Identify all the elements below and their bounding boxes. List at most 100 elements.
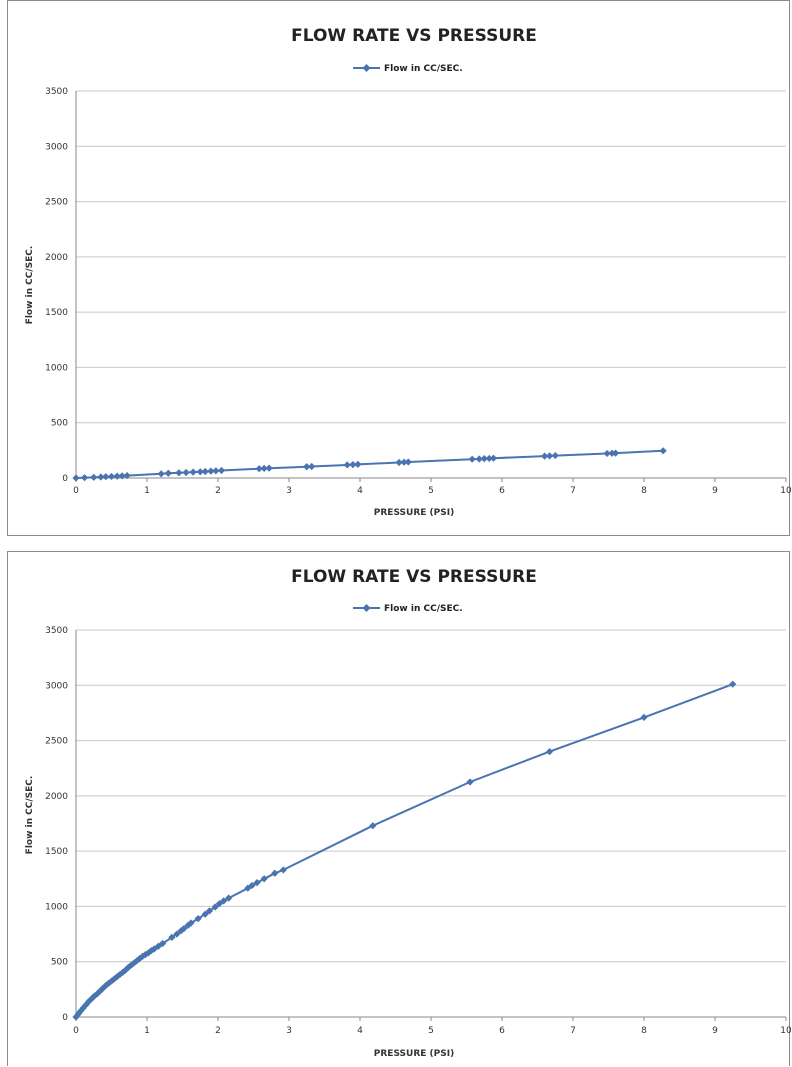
x-tick-label: 1 xyxy=(144,1026,150,1036)
data-point xyxy=(159,939,167,948)
legend-label: Flow in CC/SEC. xyxy=(384,604,463,614)
data-point xyxy=(608,449,616,457)
data-point xyxy=(180,924,188,933)
x-tick-label: 5 xyxy=(428,1026,434,1036)
data-point xyxy=(201,910,209,918)
data-point xyxy=(90,473,98,481)
y-tick-label: 1500 xyxy=(45,308,68,318)
x-axis-title: PRESSURE (PSI) xyxy=(374,508,454,518)
data-point xyxy=(93,990,101,998)
gridlines xyxy=(76,629,786,963)
data-point xyxy=(260,875,268,883)
series-line xyxy=(75,683,734,1018)
data-point xyxy=(217,466,226,475)
data-point xyxy=(122,966,130,974)
data-point xyxy=(395,458,403,467)
data-point xyxy=(265,464,273,472)
chart-title: FLOW RATE VS PRESSURE xyxy=(291,26,537,46)
data-point xyxy=(212,467,220,475)
data-point xyxy=(271,869,279,877)
x-tick-label: 6 xyxy=(499,1026,505,1036)
gridlines xyxy=(76,90,786,424)
data-point xyxy=(88,995,96,1003)
y-axis-title: Flow in CC/SEC. xyxy=(25,776,35,855)
y-tick-label: 1500 xyxy=(45,847,68,857)
y-tick-label: 3000 xyxy=(45,142,68,152)
data-point xyxy=(141,950,150,959)
data-point xyxy=(489,454,498,462)
data-point xyxy=(107,472,116,481)
data-point xyxy=(102,981,110,990)
data-point xyxy=(123,471,131,480)
data-point xyxy=(485,454,493,463)
data-point xyxy=(175,469,183,477)
data-point xyxy=(102,473,110,481)
data-point xyxy=(136,954,144,962)
legend-label: Flow in CC/SEC. xyxy=(384,64,463,74)
data-point xyxy=(90,992,99,1000)
data-point xyxy=(468,455,476,463)
data-point xyxy=(466,778,474,786)
data-point xyxy=(205,907,214,915)
data-point xyxy=(475,455,483,463)
data-point xyxy=(248,881,256,890)
data-point xyxy=(168,933,176,941)
data-point xyxy=(97,473,105,481)
data-point xyxy=(603,449,611,458)
y-tick-label: 3500 xyxy=(45,87,68,97)
y-tick-label: 500 xyxy=(51,958,68,968)
data-point xyxy=(107,977,116,985)
y-tick-label: 1000 xyxy=(45,902,68,912)
data-point xyxy=(545,748,554,756)
x-tick-label: 1 xyxy=(144,486,150,496)
data-point xyxy=(189,468,197,476)
data-point xyxy=(354,460,362,468)
data-point xyxy=(279,866,287,874)
axes: 0 500 1000 1500 2000 2500 3000 3500 0 1 2 3 4 5 6 7 8 9 10 xyxy=(45,87,791,496)
x-tick-label: 10 xyxy=(780,1026,791,1036)
flow-rate-chart-top: FLOW RATE VS PRESSURE Flow in CC/SEC. PR… xyxy=(25,26,791,518)
x-tick-label: 2 xyxy=(215,486,221,496)
data-point xyxy=(72,474,80,482)
y-tick-label: 0 xyxy=(62,474,68,484)
data-point xyxy=(187,919,195,927)
x-tick-label: 9 xyxy=(712,1026,718,1036)
data-point xyxy=(211,903,219,911)
data-point xyxy=(545,452,554,460)
chart-title: FLOW RATE VS PRESSURE xyxy=(291,567,537,587)
x-tick-label: 8 xyxy=(641,1026,647,1036)
data-point xyxy=(80,474,89,482)
legend-marker xyxy=(362,64,371,72)
data-point xyxy=(343,461,351,469)
data-point xyxy=(308,462,316,471)
data-point xyxy=(127,961,135,969)
y-tick-label: 3500 xyxy=(45,626,68,636)
data-point xyxy=(116,970,124,979)
series-flow xyxy=(72,680,737,1021)
data-point xyxy=(113,472,121,480)
data-point xyxy=(541,452,549,460)
data-point xyxy=(99,984,107,992)
data-point xyxy=(220,897,228,905)
data-point xyxy=(404,458,412,466)
data-point xyxy=(130,959,138,967)
y-tick-label: 2500 xyxy=(45,198,68,208)
x-tick-label: 4 xyxy=(357,486,363,496)
legend-marker xyxy=(362,604,371,612)
x-tick-label: 4 xyxy=(357,1026,363,1036)
data-point xyxy=(225,894,233,902)
data-point xyxy=(173,930,181,938)
data-point xyxy=(133,957,141,965)
axes: 0 500 1000 1500 2000 2500 3000 3500 0 1 2 3 4 5 6 7 8 9 10 xyxy=(45,626,791,1036)
data-point xyxy=(164,469,172,477)
x-tick-label: 2 xyxy=(215,1026,221,1036)
y-tick-label: 0 xyxy=(62,1013,68,1023)
x-tick-label: 9 xyxy=(712,486,718,496)
x-tick-label: 0 xyxy=(73,1026,79,1036)
data-point xyxy=(480,455,488,463)
data-point xyxy=(96,987,104,995)
data-point xyxy=(612,449,620,457)
chart-panel-top: FLOW RATE VS PRESSURE Flow in CC/SEC. PR… xyxy=(7,0,791,536)
data-point xyxy=(201,467,209,476)
x-tick-label: 0 xyxy=(73,486,79,496)
